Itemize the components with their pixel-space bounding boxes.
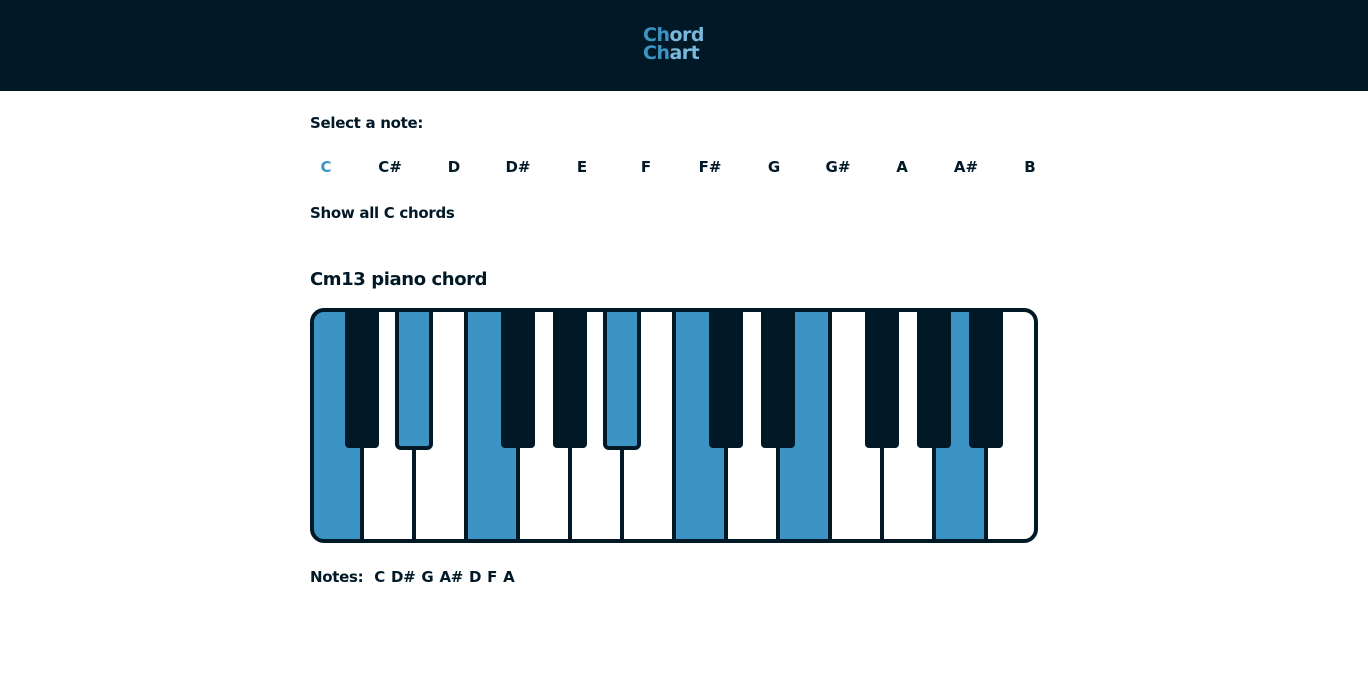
chord-note: D xyxy=(469,568,482,586)
black-key[interactable] xyxy=(761,308,795,448)
black-key[interactable] xyxy=(553,308,587,448)
chord-note: G xyxy=(421,568,434,586)
note-option-f-sharp[interactable]: F# xyxy=(698,158,722,176)
black-key[interactable] xyxy=(969,308,1003,448)
piano-keyboard xyxy=(310,308,1038,543)
logo-ch-1: Ch xyxy=(643,24,670,46)
black-key[interactable] xyxy=(865,308,899,448)
chord-note: F xyxy=(487,568,498,586)
chord-title: Cm13 piano chord xyxy=(310,269,488,290)
notes-label: Notes: xyxy=(310,568,364,586)
chord-note: A# xyxy=(439,568,464,586)
note-selector: C C# D D# E F F# G G# A A# B xyxy=(310,158,1038,180)
select-note-label: Select a note: xyxy=(310,114,424,132)
note-option-d-sharp[interactable]: D# xyxy=(505,158,531,176)
note-option-f[interactable]: F xyxy=(640,158,652,176)
note-option-c-sharp[interactable]: C# xyxy=(378,158,402,176)
note-option-a[interactable]: A xyxy=(896,158,908,176)
note-option-e[interactable]: E xyxy=(576,158,588,176)
note-option-b[interactable]: B xyxy=(1024,158,1036,176)
logo-rest-2: art xyxy=(669,42,700,64)
note-option-a-sharp[interactable]: A# xyxy=(953,158,979,176)
black-key[interactable] xyxy=(709,308,743,448)
note-option-d[interactable]: D xyxy=(447,158,461,176)
black-key[interactable] xyxy=(345,308,379,448)
note-option-g-sharp[interactable]: G# xyxy=(825,158,851,176)
app-logo[interactable]: Chord Chart xyxy=(643,24,705,64)
show-all-chords-link[interactable]: Show all C chords xyxy=(310,204,455,222)
app-header: Chord Chart xyxy=(0,0,1368,91)
keyboard-frame xyxy=(310,308,1038,543)
chord-note: A xyxy=(503,568,515,586)
logo-rest-1: ord xyxy=(669,24,705,46)
black-key[interactable] xyxy=(395,308,433,450)
chord-note: C xyxy=(374,568,385,586)
black-key[interactable] xyxy=(501,308,535,448)
black-key[interactable] xyxy=(603,308,641,450)
logo-ch-2: Ch xyxy=(643,42,670,64)
note-option-c[interactable]: C xyxy=(320,158,332,176)
chord-notes: Notes: C D# G A# D F A xyxy=(310,568,520,586)
chord-note: D# xyxy=(391,568,416,586)
black-key[interactable] xyxy=(917,308,951,448)
note-option-g[interactable]: G xyxy=(767,158,781,176)
